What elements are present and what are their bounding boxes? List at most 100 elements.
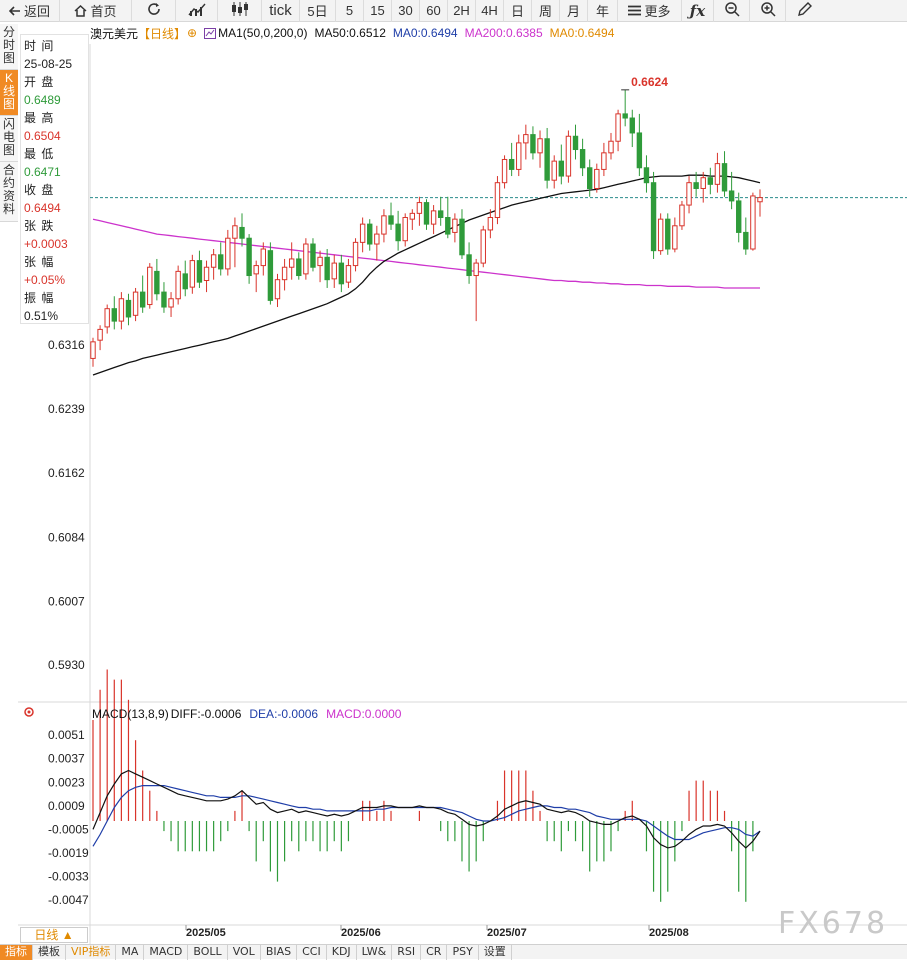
period-30m[interactable]: 30 <box>392 0 420 22</box>
candle-body <box>494 182 501 218</box>
candle-body <box>175 270 181 300</box>
period-tab[interactable]: 日线 ▲ <box>20 927 88 943</box>
candlestick <box>480 225 486 268</box>
more-button[interactable]: 更多 <box>618 0 682 22</box>
indicator-cci[interactable]: CCI <box>297 945 327 960</box>
period-60m[interactable]: 60 <box>420 0 448 22</box>
candle-body <box>728 190 735 202</box>
formula-button[interactable]: ƒx <box>682 0 714 22</box>
close-value: 0.6494 <box>24 201 61 215</box>
candlestick <box>147 263 153 309</box>
macd-tick-label: 0.0009 <box>48 799 85 813</box>
tab-contract-info[interactable]: 合约资料 <box>0 162 18 222</box>
home-button[interactable]: 首页 <box>60 0 132 22</box>
candle-body <box>359 223 366 243</box>
period-5d[interactable]: 5日 <box>300 0 336 22</box>
candlestick <box>473 258 479 322</box>
candlestick <box>501 155 508 189</box>
draw-tool-button[interactable] <box>786 0 824 22</box>
gear-icon-hub <box>27 710 31 714</box>
candlestick <box>416 196 423 226</box>
period-year[interactable]: 年 <box>588 0 618 22</box>
candlestick <box>232 217 238 268</box>
candlestick <box>743 217 749 255</box>
zoom-in-button[interactable] <box>750 0 786 22</box>
indicator-bias[interactable]: BIAS <box>261 945 298 960</box>
candlestick <box>388 202 394 230</box>
period-15m[interactable]: 15 <box>364 0 392 22</box>
period-month[interactable]: 月 <box>560 0 588 22</box>
macd-settings-icon[interactable] <box>24 707 34 717</box>
tab-timeshare[interactable]: 分时图 <box>0 24 18 70</box>
indicator-kdj[interactable]: KDJ <box>327 945 357 960</box>
settings-icon[interactable]: ⊕ <box>187 26 198 40</box>
candlestick <box>665 213 671 255</box>
home-label: 首页 <box>90 4 117 19</box>
tab-kline[interactable]: K线图 <box>0 70 18 116</box>
settings-tab[interactable]: 设置 <box>479 945 512 960</box>
candlestick <box>643 155 650 193</box>
indicator-cr[interactable]: CR <box>421 945 448 960</box>
period-week[interactable]: 周 <box>532 0 560 22</box>
tab-flash-chart[interactable]: 闪电图 <box>0 116 18 162</box>
period-5m[interactable]: 5 <box>336 0 364 22</box>
toolbar: 返回 首页 tick 5日 5 15 30 60 2H 4H 日 周 月 年 更… <box>0 0 907 22</box>
candlestick <box>196 250 203 288</box>
zoom-in-icon <box>760 1 776 20</box>
macd-diff-line <box>92 769 761 849</box>
macd-value: MACD:0.0000 <box>326 707 402 721</box>
close-label: 收 盘 <box>24 183 55 197</box>
price-tick-label: 0.6316 <box>48 338 85 352</box>
tab-vip-indicators[interactable]: VIP指标 <box>66 945 117 960</box>
high-value: 0.6504 <box>24 129 61 143</box>
zoom-out-button[interactable] <box>714 0 750 22</box>
candle-body <box>572 135 579 151</box>
candlestick <box>558 144 565 185</box>
refresh-button[interactable] <box>132 0 176 22</box>
indicator-lw[interactable]: LW& <box>357 945 393 960</box>
indicator-ma[interactable]: MA <box>116 945 145 960</box>
candlestick <box>672 217 678 253</box>
ohlc-info-panel: 时 间 25-08-25 开 盘 0.6489 最 高 0.6504 最 低 0… <box>20 34 89 324</box>
candle-body <box>168 298 174 308</box>
indicator-psy[interactable]: PSY <box>447 945 479 960</box>
indicator-vol[interactable]: VOL <box>228 945 261 960</box>
candlestick <box>622 89 628 127</box>
macd-tick-label: -0.0047 <box>48 893 89 907</box>
ma-legend: 澳元美元 【日线】 ⊕ MA1(50,0,200,0) MA50:0.6512 … <box>90 25 614 41</box>
candlestick <box>367 219 373 251</box>
candle-body <box>104 308 110 328</box>
indicator-boll[interactable]: BOLL <box>188 945 228 960</box>
candle-body <box>430 210 437 225</box>
candlestick <box>601 142 607 177</box>
low-value: 0.6471 <box>24 165 61 179</box>
sidebar: 分时图 K线图 闪电图 合约资料 <box>0 24 18 236</box>
tab-indicators[interactable]: 指标 <box>0 945 33 960</box>
price-tick-label: 0.6239 <box>48 402 85 416</box>
period-4h[interactable]: 4H <box>476 0 504 22</box>
candle-body <box>672 225 678 250</box>
candle-body <box>352 241 359 267</box>
candlesticks: 0.6624 <box>90 75 763 367</box>
symbol-name: 澳元美元 <box>90 26 139 41</box>
indicator-macd[interactable]: MACD <box>144 945 189 960</box>
back-button[interactable]: 返回 <box>0 0 60 22</box>
period-tick[interactable]: tick <box>262 0 300 22</box>
period-2h[interactable]: 2H <box>448 0 476 22</box>
chart-type-button[interactable] <box>176 0 218 22</box>
macd-tick-label: 0.0051 <box>48 728 85 742</box>
candlestick <box>494 176 501 225</box>
period-day[interactable]: 日 <box>504 0 532 22</box>
ma-set-button[interactable]: MA1(50,0,200,0) <box>204 26 307 40</box>
indicator-rsi[interactable]: RSI <box>392 945 422 960</box>
candlestick <box>409 209 416 230</box>
tab-templates[interactable]: 模板 <box>33 945 66 960</box>
candlestick-button[interactable] <box>218 0 262 22</box>
candle-body <box>409 212 416 220</box>
candle-body <box>587 167 593 189</box>
candlestick <box>707 167 714 195</box>
candle-body <box>281 266 288 281</box>
macd-tick-label: 0.0037 <box>48 752 85 766</box>
ma50-value: MA50:0.6512 <box>314 26 386 40</box>
